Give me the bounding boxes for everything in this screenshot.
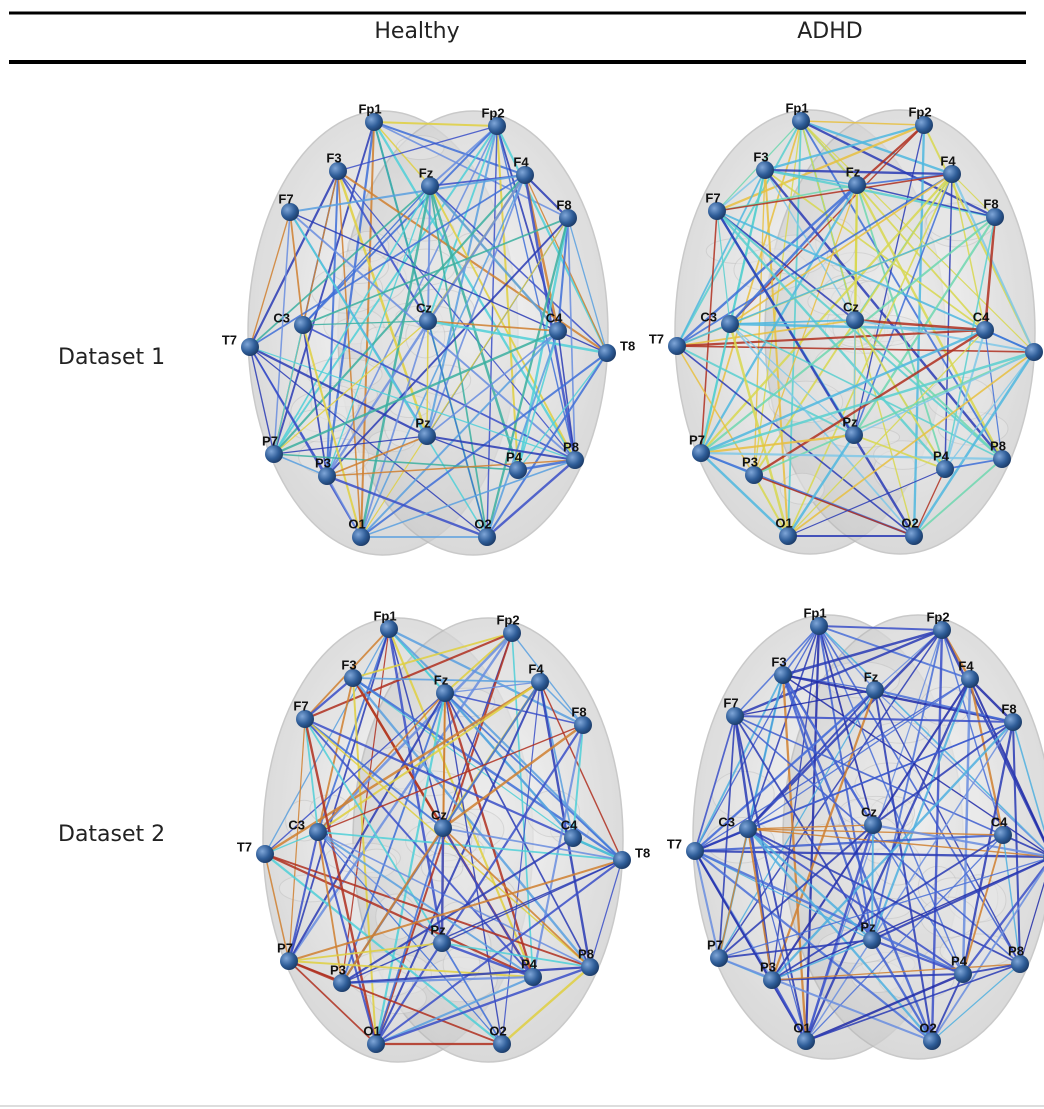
electrode-label: T7: [667, 836, 682, 851]
electrode-label: F3: [341, 657, 356, 672]
electrode-label: Cz: [416, 300, 432, 315]
electrode-label: P4: [933, 448, 950, 463]
electrode-label: C4: [546, 310, 563, 325]
electrode-label: F7: [723, 695, 738, 710]
electrode-label: F4: [513, 154, 529, 169]
electrode: [686, 842, 704, 860]
electrode-label: O1: [363, 1023, 380, 1038]
electrode-label: P7: [277, 940, 293, 955]
electrode: [294, 316, 312, 334]
electrode-label: Cz: [861, 804, 877, 819]
electrode-label: C3: [718, 814, 735, 829]
electrode-label: Pz: [842, 414, 858, 429]
electrode-label: P7: [689, 432, 705, 447]
electrode-label: O1: [348, 516, 365, 531]
electrode-label: T8: [635, 845, 650, 860]
electrode-label: Fp2: [481, 105, 504, 120]
electrode-label: Fp1: [803, 605, 826, 620]
electrode-label: P4: [951, 953, 968, 968]
brain-network: Fp1 Fp2 F3 Fz F4 F7 F8 T7 C3 Cz C4 T8 P7 P3 Pz P4 P8 O1 O2: [222, 101, 635, 555]
electrode-label: Cz: [431, 807, 447, 822]
electrode-label: Fp1: [785, 100, 808, 115]
electrode-label: F8: [1001, 701, 1016, 716]
electrode-label: Fz: [846, 164, 861, 179]
electrode-label: P8: [578, 946, 594, 961]
electrode-label: C4: [991, 814, 1008, 829]
brain-network: Fp1Fp2F3FzF4F7F8T7C3CzC4T8P7P3PzP4P8O1O2: [649, 100, 1044, 554]
brain-network: Fp1 Fp2 F3 Fz F4 F7 F8 T7 C3 Cz C4 T8 P7 P3 Pz P4 P8 O1 O2: [237, 608, 650, 1062]
electrode-label: Fz: [419, 165, 434, 180]
electrode-label: Cz: [843, 299, 859, 314]
electrode-label: C3: [273, 310, 290, 325]
electrode-label: Pz: [415, 415, 431, 430]
electrode-label: O2: [901, 515, 918, 530]
electrode-label: P4: [506, 449, 523, 464]
electrode-label: P8: [990, 438, 1006, 453]
electrode: [721, 315, 739, 333]
electrode-label: F4: [940, 153, 956, 168]
electrode-label: C4: [973, 309, 990, 324]
electrode-label: F7: [705, 190, 720, 205]
electrode-label: P7: [707, 937, 723, 952]
electrode-label: P8: [1008, 943, 1024, 958]
electrode-label: Fz: [434, 672, 449, 687]
electrode: [613, 851, 631, 869]
electrode-label: Pz: [430, 922, 446, 937]
electrode: [668, 337, 686, 355]
electrode-label: O2: [919, 1020, 936, 1035]
electrode-label: Fp2: [926, 609, 949, 624]
electrode-label: O1: [775, 515, 792, 530]
electrode-label: F8: [556, 197, 571, 212]
electrode-label: Fp1: [373, 608, 396, 623]
row-label: Dataset 2: [58, 822, 165, 847]
figure: Healthy ADHD Dataset 1 Dataset 2 Fp1Fp2F…: [0, 0, 1044, 1109]
electrode-label: P3: [315, 455, 331, 470]
electrode-label: Fp2: [908, 104, 931, 119]
electrode-label: F4: [528, 661, 544, 676]
electrode-label: P3: [760, 959, 776, 974]
electrode-label: P8: [563, 439, 579, 454]
electrode-label: C4: [561, 817, 578, 832]
electrode: [598, 344, 616, 362]
electrode-label: T7: [222, 332, 237, 347]
electrode-label: Fp2: [496, 612, 519, 627]
electrode-label: F8: [983, 196, 998, 211]
electrode-label: C3: [288, 817, 305, 832]
electrode: [309, 823, 327, 841]
electrode-label: P3: [330, 962, 346, 977]
electrode-label: T7: [237, 839, 252, 854]
electrode: [241, 338, 259, 356]
electrode-label: Fp1: [358, 101, 381, 116]
electrode: [1025, 343, 1043, 361]
electrode-label: O2: [474, 516, 491, 531]
electrode: [739, 820, 757, 838]
electrode-label: P7: [262, 433, 278, 448]
electrode-label: F7: [278, 191, 293, 206]
electrode-label: Fz: [864, 669, 879, 684]
electrode-label: F4: [958, 658, 974, 673]
column-header: Healthy: [374, 19, 459, 44]
electrode-label: C3: [700, 309, 717, 324]
electrode-label: F8: [571, 704, 586, 719]
electrode-label: O2: [489, 1023, 506, 1038]
electrode-label: F3: [771, 654, 786, 669]
row-label: Dataset 1: [58, 345, 165, 370]
electrode-label: F7: [293, 698, 308, 713]
electrode: [256, 845, 274, 863]
electrode-label: F3: [753, 149, 768, 164]
column-header: ADHD: [797, 19, 862, 44]
electrode-label: T7: [649, 331, 664, 346]
brain-network: Fp1Fp2F3FzF4F7F8T7C3CzC4T8P7P3PzP4P8O1O2: [667, 605, 1044, 1059]
electrode-label: P3: [742, 454, 758, 469]
electrode-label: Pz: [860, 919, 876, 934]
electrode-label: F3: [326, 150, 341, 165]
electrode-label: O1: [793, 1020, 810, 1035]
electrode-label: P4: [521, 956, 538, 971]
electrode-label: T8: [620, 338, 635, 353]
